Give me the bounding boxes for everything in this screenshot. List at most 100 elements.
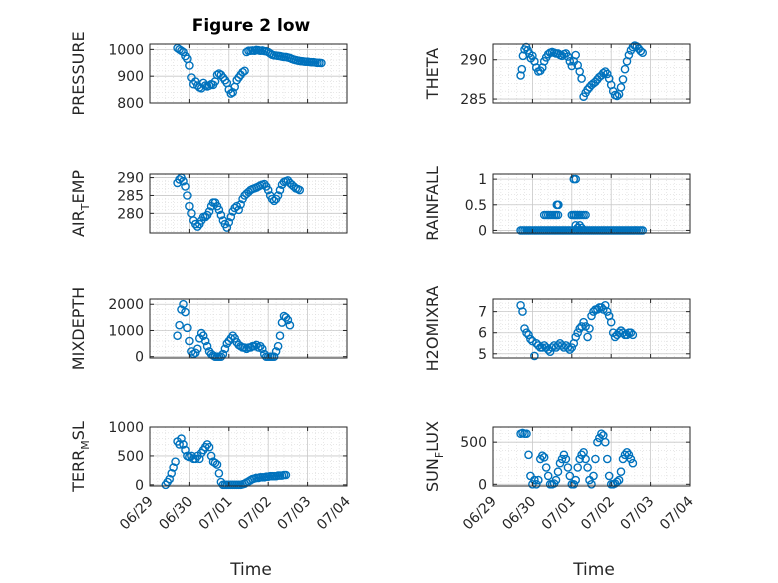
- data-point: [601, 437, 610, 447]
- data-point: [551, 475, 561, 485]
- data-point: [581, 454, 590, 464]
- subplot-rainfall: 0 0.5 1 RAINFALL: [423, 166, 691, 241]
- data-point: [557, 454, 567, 464]
- data-point: [220, 344, 230, 354]
- data-point: [177, 434, 186, 443]
- y-tick-label: 285: [117, 188, 144, 204]
- x-tick-label: 07/03: [275, 494, 315, 534]
- data-point: [565, 57, 575, 66]
- data-point: [539, 452, 549, 462]
- x-tick-label: 06/29: [117, 494, 157, 534]
- y-tick-label: 800: [117, 96, 144, 112]
- data-point: [183, 323, 192, 333]
- data-point: [175, 320, 184, 330]
- data-point: [530, 475, 539, 485]
- data-point: [589, 471, 598, 481]
- y-axis-label: SUNFLUX: [423, 421, 446, 492]
- data-point: [263, 185, 273, 195]
- data-point: [577, 74, 586, 83]
- data-point: [565, 345, 575, 354]
- data-point: [317, 58, 326, 68]
- data-point: [167, 468, 176, 478]
- x-tick-label: 07/03: [618, 494, 658, 534]
- y-tick-label: 1: [478, 172, 487, 188]
- data-point: [242, 47, 251, 57]
- data-point: [520, 324, 529, 333]
- data-point: [622, 447, 632, 457]
- data-point: [571, 174, 581, 184]
- data-point: [571, 332, 581, 342]
- data-point: [271, 347, 281, 356]
- y-tick-label: 900: [117, 69, 144, 85]
- data-point: [181, 182, 190, 191]
- data-point: [636, 46, 646, 56]
- data-point: [569, 479, 579, 489]
- data-point: [179, 176, 188, 186]
- data-point: [553, 467, 563, 477]
- data-point: [587, 311, 596, 321]
- data-point: [603, 307, 612, 316]
- y-axis-label: THETA: [423, 48, 442, 100]
- data-point: [579, 317, 588, 327]
- data-point: [603, 69, 612, 79]
- data-point: [275, 331, 285, 341]
- y-tick-label: 290: [117, 171, 144, 187]
- data-point: [200, 336, 210, 346]
- data-point: [538, 451, 547, 461]
- data-point: [269, 352, 279, 362]
- data-point: [254, 343, 263, 352]
- data-point: [283, 315, 293, 325]
- data-point: [257, 344, 267, 354]
- data-point: [179, 440, 188, 449]
- data-point: [194, 454, 204, 464]
- axes-box: [492, 173, 691, 234]
- data-point: [285, 320, 295, 330]
- data-point: [175, 440, 184, 449]
- data-point: [554, 200, 563, 210]
- data-point: [273, 341, 283, 351]
- x-tick-label: 07/01: [539, 494, 579, 534]
- data-point: [583, 332, 592, 342]
- data-point: [577, 322, 586, 331]
- data-point: [522, 328, 531, 338]
- data-point: [516, 71, 525, 80]
- data-point: [601, 67, 610, 76]
- data-point: [618, 75, 628, 84]
- data-point: [230, 333, 239, 343]
- data-point: [185, 61, 194, 70]
- data-point: [214, 468, 224, 478]
- data-point: [628, 458, 638, 468]
- data-point: [591, 454, 600, 464]
- data-point: [517, 64, 527, 74]
- y-tick-label: 6: [478, 326, 487, 342]
- subplot-theta: 285 290 THETA: [423, 41, 691, 108]
- y-axis-label: PRESSURE: [69, 31, 88, 115]
- data-point: [202, 341, 212, 351]
- data-point: [524, 450, 533, 460]
- data-point: [616, 467, 626, 477]
- data-point: [624, 50, 634, 60]
- subplot-sun-flux: 0 500 06/29 06/30 07/01 07/02 07/03 07/04 SUNFLU…: [423, 421, 697, 533]
- data-point: [614, 475, 624, 485]
- y-axis-label: TERRMSL: [69, 421, 92, 493]
- data-point: [583, 463, 592, 472]
- data-point: [165, 474, 174, 484]
- y-tick-label: 0.5: [465, 198, 487, 214]
- y-tick-label: 7: [478, 305, 487, 321]
- y-tick-label: 2000: [108, 297, 144, 313]
- y-tick-label: 1000: [108, 42, 144, 58]
- data-point: [603, 454, 612, 464]
- axes-box: [492, 43, 691, 104]
- data-point: [545, 347, 555, 357]
- y-tick-label: 0: [478, 223, 487, 239]
- data-point: [563, 463, 573, 472]
- axes-box: [149, 43, 348, 104]
- data-point: [173, 331, 182, 341]
- subplot-terr-msl: 0 500 1000 06/29 06/30 07/01 07/02 07/03 07/04 TE…: [69, 420, 354, 533]
- x-tick-label: 06/30: [499, 494, 539, 534]
- y-tick-label: 5: [478, 347, 487, 363]
- data-point: [638, 48, 648, 58]
- data-point: [226, 212, 236, 222]
